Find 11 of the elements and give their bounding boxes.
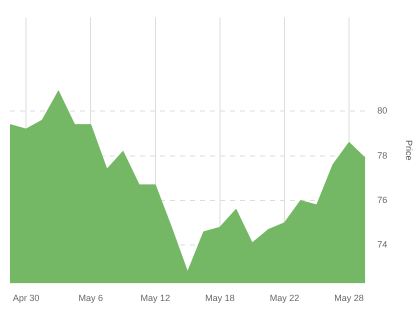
x-tick-label: May 6 [78, 293, 103, 304]
x-tick-label: May 28 [334, 293, 364, 304]
x-tick-label: May 18 [205, 293, 235, 304]
y-tick-label: 80 [377, 106, 388, 116]
x-tick-label: May 22 [270, 293, 300, 304]
y-tick-label: 76 [377, 195, 388, 206]
y-axis-title: Price [404, 140, 414, 161]
x-tick-label: May 12 [140, 293, 170, 304]
x-tick-label: Apr 30 [12, 293, 40, 304]
y-tick-label: 74 [377, 240, 388, 250]
y-tick-label: 78 [377, 150, 388, 160]
